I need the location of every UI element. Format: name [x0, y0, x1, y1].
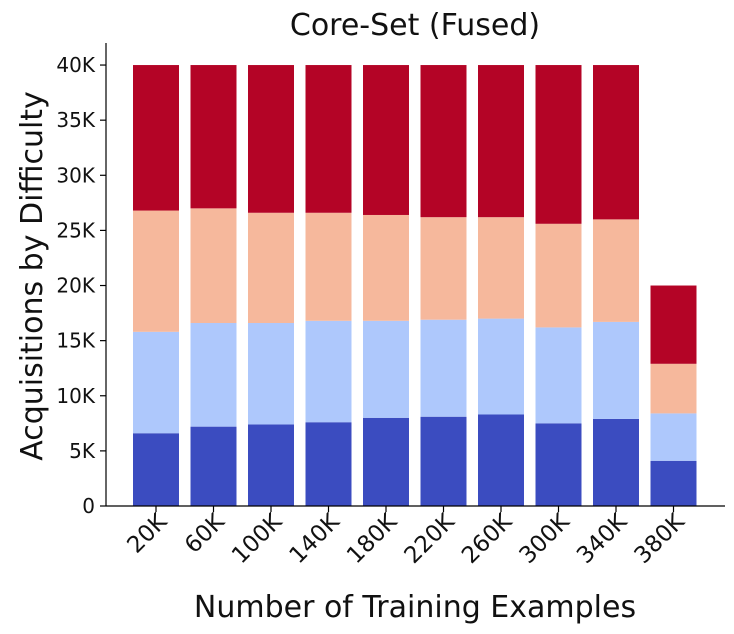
bar-segment-140K-level-2: [305, 320, 352, 423]
bar-segment-140K-level-4: [305, 65, 352, 213]
bar-segment-340K-level-4: [593, 65, 639, 220]
bars-layer: [133, 65, 697, 506]
bar-segment-60K-level-1: [190, 426, 237, 506]
bar-segment-300K-level-3: [535, 223, 582, 328]
y-axis-label: Acquisitions by Difficulty: [15, 91, 50, 461]
bar-segment-20K-level-3: [133, 210, 179, 332]
chart-title: Core-Set (Fused): [290, 8, 540, 43]
bar-segment-60K-level-2: [190, 323, 237, 427]
bar-segment-180K-level-4: [363, 65, 409, 215]
bar-segment-220K-level-3: [420, 217, 467, 320]
bar-segment-300K-level-4: [535, 65, 582, 224]
bar-segment-20K-level-4: [133, 65, 179, 211]
bar-segment-180K-level-3: [363, 214, 409, 321]
y-tick-label: 5K: [69, 439, 96, 463]
y-ticks-layer: 0 5K 10K 15K 20K 25K 30K 35K 40K: [56, 53, 106, 518]
x-tick-label: 380K: [630, 508, 691, 569]
y-tick-label: 30K: [56, 163, 95, 187]
bar-segment-380K-level-3: [650, 363, 697, 414]
x-tick-label: 100K: [227, 508, 288, 569]
x-tick-label: 300K: [515, 508, 576, 569]
x-tick-label: 140K: [285, 508, 346, 569]
bar-segment-20K-level-2: [133, 331, 179, 434]
bar-segment-260K-level-3: [478, 217, 524, 319]
y-tick-label: 15K: [56, 329, 95, 353]
bar-segment-100K-level-2: [248, 323, 294, 425]
x-tick-label: 220K: [400, 508, 461, 569]
bar-segment-100K-level-1: [248, 424, 294, 506]
y-tick-label: 20K: [56, 274, 95, 298]
bar-segment-100K-level-4: [248, 65, 294, 213]
bar-segment-180K-level-2: [363, 320, 409, 418]
x-tick-label: 340K: [572, 508, 633, 569]
bar-segment-380K-level-1: [650, 460, 697, 506]
bar-segment-220K-level-2: [420, 319, 467, 417]
bar-segment-60K-level-3: [190, 208, 237, 324]
bar-segment-260K-level-4: [478, 65, 524, 218]
bar-segment-220K-level-1: [420, 416, 467, 506]
x-tick-label: 60K: [180, 508, 230, 558]
bar-segment-340K-level-3: [593, 219, 639, 322]
bar-segment-220K-level-4: [420, 65, 467, 218]
y-tick-label: 40K: [56, 53, 95, 77]
bar-segment-60K-level-4: [190, 65, 237, 209]
x-axis-label: Number of Training Examples: [194, 590, 636, 625]
bar-segment-140K-level-1: [305, 422, 352, 506]
bar-segment-300K-level-1: [535, 423, 582, 506]
y-tick-label: 0: [82, 494, 95, 518]
x-tick-label: 260K: [457, 508, 518, 569]
bar-segment-260K-level-1: [478, 414, 524, 506]
bar-segment-100K-level-3: [248, 212, 294, 324]
y-tick-label: 25K: [56, 218, 95, 242]
bar-segment-180K-level-1: [363, 417, 409, 506]
bar-segment-340K-level-1: [593, 418, 639, 506]
x-tick-label: 180K: [342, 508, 403, 569]
bar-segment-20K-level-1: [133, 433, 179, 506]
bar-segment-380K-level-2: [650, 413, 697, 461]
bar-segment-260K-level-2: [478, 318, 524, 415]
bar-segment-140K-level-3: [305, 212, 352, 321]
x-tick-label: 20K: [122, 508, 172, 558]
bar-segment-340K-level-2: [593, 321, 639, 419]
y-tick-label: 35K: [56, 108, 95, 132]
bar-segment-300K-level-2: [535, 327, 582, 424]
bar-segment-380K-level-4: [650, 285, 697, 364]
y-tick-label: 10K: [56, 384, 95, 408]
